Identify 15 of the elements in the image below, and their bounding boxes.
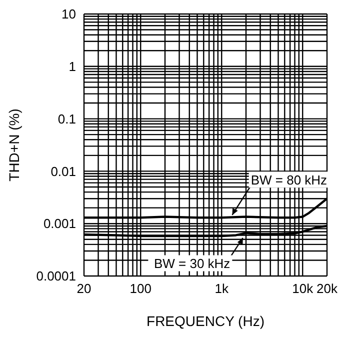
y-tick-label: 10 (62, 6, 76, 22)
y-tick-label: 0.001 (43, 216, 76, 232)
y-tick-label: 0.0001 (36, 268, 76, 284)
y-tick-label: 1 (68, 59, 76, 74)
x-axis-title: FREQUENCY (Hz) (146, 313, 264, 329)
annotation: BW = 80 kHz (250, 172, 328, 188)
x-tick-label: 1k (214, 281, 229, 296)
x-tick-label: 20 (76, 281, 92, 296)
y-tick-label: 0.1 (58, 111, 76, 126)
x-tick-label: 10k (292, 281, 314, 296)
x-tick-label: 20k (316, 281, 338, 296)
y-axis-title: THD+N (%) (6, 108, 22, 182)
annotation: BW = 30 kHz (154, 256, 230, 272)
x-tick-label: 100 (130, 281, 152, 296)
y-tick-label: 0.01 (50, 164, 76, 179)
